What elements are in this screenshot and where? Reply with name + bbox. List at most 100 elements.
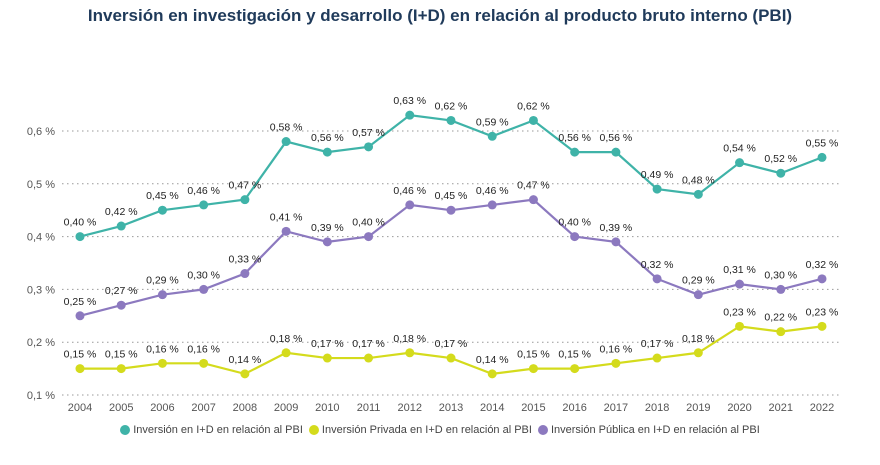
x-tick-label: 2006 <box>150 402 174 414</box>
x-tick-label: 2017 <box>604 402 628 414</box>
data-label: 0,40 % <box>558 217 591 229</box>
data-label: 0,56 % <box>600 132 633 144</box>
y-tick-label: 0,5 % <box>27 179 55 191</box>
legend-item-total[interactable]: Inversión en I+D en relación al PBI <box>120 424 303 436</box>
x-tick-label: 2018 <box>645 402 669 414</box>
data-point <box>611 147 621 157</box>
data-label: 0,46 % <box>476 185 509 197</box>
data-label: 0,46 % <box>187 185 220 197</box>
data-label: 0,25 % <box>64 296 97 308</box>
data-label: 0,18 % <box>393 333 426 345</box>
data-label: 0,16 % <box>600 343 633 355</box>
data-point <box>199 284 209 294</box>
data-point <box>405 348 415 358</box>
data-label: 0,30 % <box>764 269 797 281</box>
data-label: 0,17 % <box>311 338 344 350</box>
data-label: 0,32 % <box>806 259 839 271</box>
data-point <box>528 195 538 205</box>
data-label: 0,63 % <box>393 95 426 107</box>
data-point <box>281 226 291 236</box>
data-point <box>157 205 167 215</box>
data-label: 0,59 % <box>476 116 509 128</box>
data-label: 0,39 % <box>311 222 344 234</box>
data-label: 0,47 % <box>517 180 550 192</box>
legend-marker-total <box>120 425 131 435</box>
data-point <box>364 232 374 242</box>
data-label: 0,49 % <box>641 169 674 181</box>
data-label: 0,17 % <box>352 338 385 350</box>
y-axis: 0,1 % 0,2 % 0,3 % 0,4 % 0,5 % 0,6 % <box>27 126 55 402</box>
data-label: 0,30 % <box>187 269 220 281</box>
data-point <box>652 353 662 363</box>
data-point <box>116 300 126 310</box>
legend-label-total: Inversión en I+D en relación al PBI <box>133 424 303 436</box>
legend-item-public[interactable]: Inversión Pública en I+D en relación al … <box>537 424 760 436</box>
data-point <box>364 353 374 363</box>
data-label: 0,15 % <box>105 349 138 361</box>
data-label: 0,17 % <box>641 338 674 350</box>
x-tick-label: 2007 <box>191 402 215 414</box>
data-label: 0,32 % <box>641 259 674 271</box>
data-point <box>487 131 497 141</box>
series-line <box>79 198 823 317</box>
x-tick-label: 2019 <box>686 402 710 414</box>
data-point <box>364 142 374 152</box>
data-label: 0,47 % <box>229 180 262 192</box>
data-point <box>116 221 126 231</box>
data-label: 0,16 % <box>146 343 179 355</box>
data-label: 0,48 % <box>682 174 715 186</box>
data-point <box>611 237 621 247</box>
data-point <box>817 321 827 331</box>
data-point <box>570 147 580 157</box>
x-tick-label: 2004 <box>68 402 92 414</box>
x-tick-label: 2009 <box>274 402 298 414</box>
data-label: 0,29 % <box>146 275 179 287</box>
x-tick-label: 2021 <box>769 402 793 414</box>
data-point <box>446 115 456 125</box>
data-point <box>281 348 291 358</box>
data-point <box>693 189 703 199</box>
data-point <box>446 205 456 215</box>
data-label: 0,29 % <box>682 275 715 287</box>
data-label: 0,55 % <box>806 137 839 149</box>
series-lines <box>75 110 827 379</box>
data-label: 0,18 % <box>682 333 715 345</box>
data-label: 0,31 % <box>723 264 756 276</box>
data-label: 0,27 % <box>105 285 138 297</box>
x-tick-label: 2008 <box>233 402 257 414</box>
data-label: 0,22 % <box>764 312 797 324</box>
legend-marker-private <box>308 425 319 435</box>
x-tick-label: 2016 <box>562 402 586 414</box>
data-point <box>281 137 291 147</box>
data-point <box>817 152 827 162</box>
x-tick-label: 2005 <box>109 402 133 414</box>
data-point <box>116 364 126 374</box>
data-point <box>611 358 621 368</box>
x-tick-label: 2010 <box>315 402 339 414</box>
data-point <box>528 115 538 125</box>
data-point <box>570 364 580 374</box>
data-point <box>75 311 85 321</box>
x-tick-label: 2015 <box>521 402 545 414</box>
data-point <box>776 284 786 294</box>
data-point <box>322 147 332 157</box>
data-label: 0,40 % <box>64 217 97 229</box>
legend-item-private[interactable]: Inversión Privada en I+D en relación al … <box>308 424 532 436</box>
data-point <box>487 200 497 210</box>
data-point <box>735 279 745 289</box>
data-point <box>487 369 497 379</box>
data-label: 0,41 % <box>270 211 303 223</box>
data-label: 0,58 % <box>270 122 303 134</box>
data-point <box>735 321 745 331</box>
data-label: 0,14 % <box>476 354 509 366</box>
data-label: 0,42 % <box>105 206 138 218</box>
y-tick-label: 0,1 % <box>27 390 55 402</box>
data-label: 0,39 % <box>600 222 633 234</box>
data-label: 0,18 % <box>270 333 303 345</box>
data-label: 0,16 % <box>187 343 220 355</box>
x-tick-label: 2014 <box>480 402 504 414</box>
data-point <box>405 110 415 120</box>
data-labels: 0,40 % 0,42 % 0,45 % 0,46 % 0,47 % 0,58 % 0,56… <box>64 95 839 366</box>
data-point <box>322 237 332 247</box>
